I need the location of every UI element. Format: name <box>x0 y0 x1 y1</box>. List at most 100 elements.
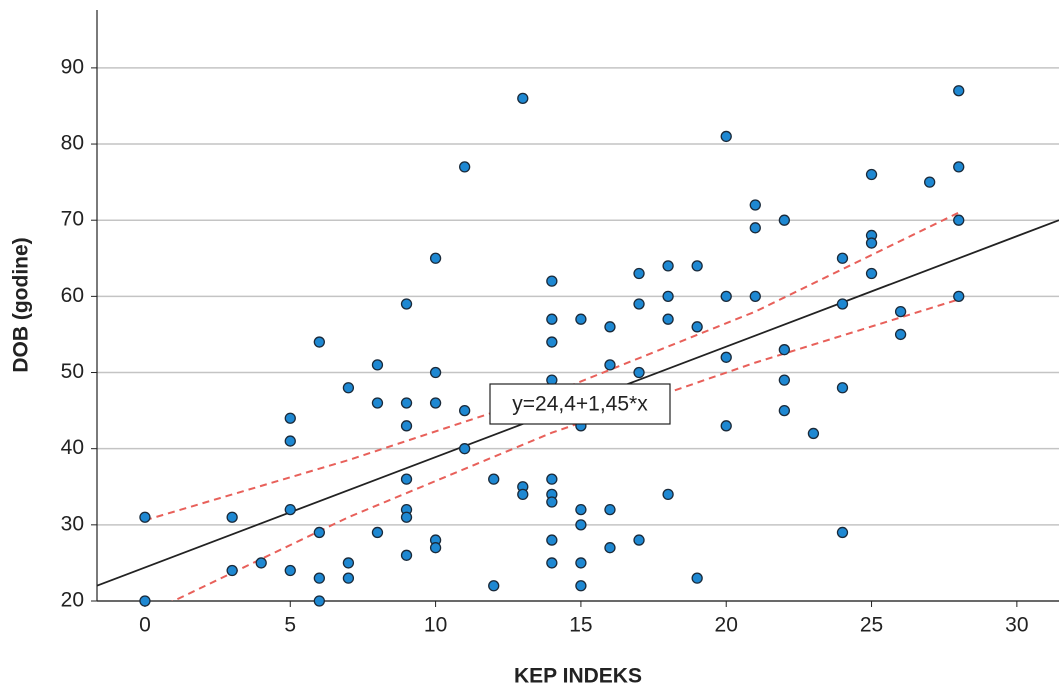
point <box>488 473 500 485</box>
point <box>284 435 296 447</box>
point <box>691 321 703 333</box>
point <box>226 511 238 523</box>
point <box>633 298 645 310</box>
point <box>778 214 791 226</box>
point <box>429 252 442 264</box>
point <box>546 473 558 485</box>
point <box>953 290 965 303</box>
point <box>662 260 674 272</box>
point <box>575 557 587 569</box>
point <box>953 161 965 173</box>
point <box>371 526 384 539</box>
point <box>400 397 413 409</box>
y-tick-label: 90 <box>61 55 84 78</box>
point <box>604 321 616 333</box>
point <box>749 290 761 303</box>
point <box>400 298 413 310</box>
point <box>575 580 587 592</box>
point <box>807 427 820 440</box>
point <box>662 488 674 501</box>
y-tick-label: 40 <box>61 436 84 459</box>
fit-label-box <box>489 383 671 425</box>
point <box>778 374 791 386</box>
point <box>517 92 529 104</box>
point <box>633 534 645 546</box>
point <box>662 313 674 325</box>
point <box>720 290 732 303</box>
point <box>342 557 355 569</box>
point <box>720 420 732 432</box>
point <box>284 564 296 577</box>
point <box>546 557 558 569</box>
x-tick-label: 30 <box>1005 614 1028 637</box>
point <box>429 366 442 379</box>
point <box>459 161 471 173</box>
point <box>953 214 965 226</box>
point <box>400 549 413 561</box>
point <box>546 534 558 546</box>
point <box>546 313 558 325</box>
point <box>836 526 849 539</box>
point <box>865 267 878 280</box>
point <box>342 572 355 584</box>
point <box>720 351 732 363</box>
point <box>836 382 849 394</box>
x-axis-title: KEP INDEKS <box>514 665 642 688</box>
point <box>778 344 791 356</box>
point <box>604 542 616 554</box>
point <box>749 222 761 234</box>
y-tick-label: 30 <box>61 512 84 535</box>
annotation: y=24,4+1,45*x <box>489 383 671 425</box>
point <box>284 503 296 516</box>
point <box>953 85 965 97</box>
point <box>691 260 703 272</box>
point <box>633 267 645 280</box>
point <box>371 397 384 409</box>
point <box>924 176 936 188</box>
point <box>255 557 267 569</box>
point <box>575 313 587 325</box>
x-tick-label: 5 <box>284 614 296 637</box>
point <box>865 168 878 181</box>
y-tick-label: 70 <box>61 208 84 231</box>
point <box>662 290 674 303</box>
point <box>546 336 558 348</box>
y-tick-label: 20 <box>61 589 84 612</box>
point <box>546 496 558 508</box>
point <box>546 275 558 287</box>
x-tick-label: 10 <box>424 614 447 637</box>
point <box>575 519 587 531</box>
point <box>400 511 413 523</box>
point <box>633 366 645 379</box>
point <box>749 199 761 211</box>
point <box>778 404 791 417</box>
points <box>139 85 965 607</box>
point <box>836 298 849 310</box>
x-tick-label: 0 <box>139 614 151 637</box>
point <box>865 237 878 249</box>
point <box>284 412 296 424</box>
point <box>400 420 413 432</box>
point <box>313 595 325 607</box>
y-axis-title: DOB (godine) <box>10 237 33 372</box>
point <box>894 305 907 318</box>
point <box>691 572 703 584</box>
point <box>894 328 907 341</box>
point <box>313 572 325 584</box>
point <box>459 443 471 455</box>
point <box>313 526 325 539</box>
x-tick-label: 20 <box>715 614 738 637</box>
fit-label: y=24,4+1,45*x <box>512 393 648 416</box>
point <box>575 503 587 516</box>
point <box>836 252 849 264</box>
point <box>371 359 384 371</box>
point <box>313 336 325 348</box>
grid: 20 30 40 50 60 70 80 90 0 5 10 15 20 25 30 <box>61 10 1059 637</box>
point <box>517 488 529 501</box>
point <box>459 404 471 417</box>
point <box>226 564 238 577</box>
point <box>604 503 616 516</box>
y-tick-label: 50 <box>61 360 84 383</box>
point <box>604 359 616 371</box>
